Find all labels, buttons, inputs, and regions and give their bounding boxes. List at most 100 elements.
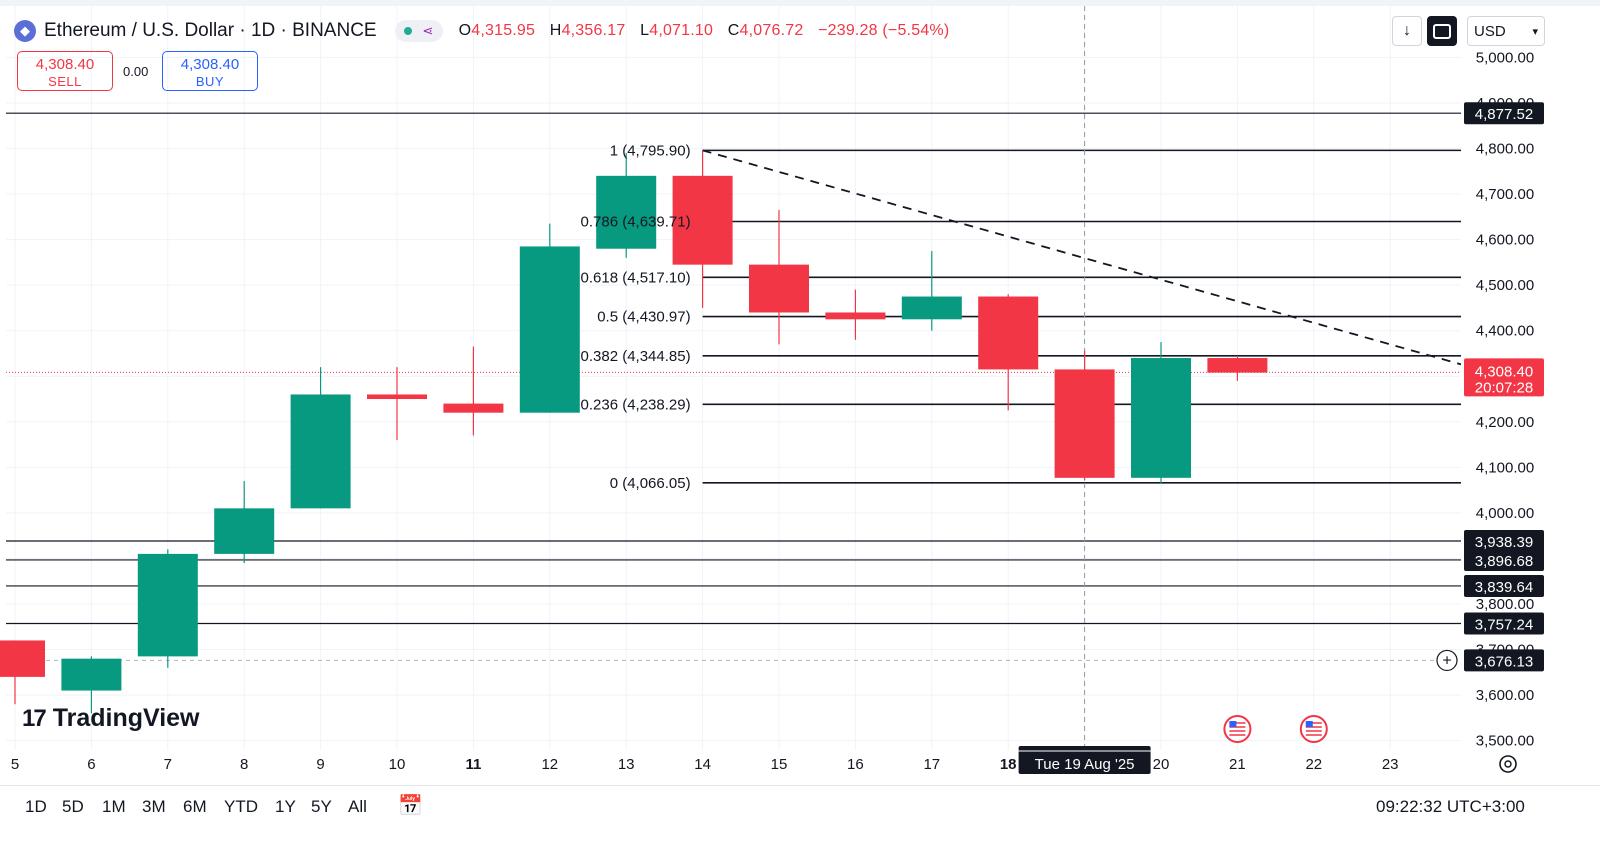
download-button[interactable]: ↓	[1392, 16, 1422, 46]
tradingview-logo: 17 TradingView	[22, 704, 200, 733]
crosshair-date-label: Tue 19 Aug '25	[1035, 756, 1135, 773]
period-5d[interactable]: 5D	[62, 797, 84, 816]
ohlc-high-key: H	[549, 22, 562, 39]
period-1m[interactable]: 1M	[102, 797, 126, 816]
ohlc-change: −239.28 (−5.54%)	[818, 22, 950, 39]
sell-label: SELL	[48, 74, 82, 89]
y-tick-label: 4,800.00	[1476, 141, 1534, 158]
period-1y[interactable]: 1Y	[275, 797, 296, 816]
price-tag-box	[1464, 612, 1544, 635]
y-tick-label: 5,000.00	[1476, 49, 1534, 66]
buy-button[interactable]: 4,308.40 BUY	[162, 51, 258, 91]
period-all[interactable]: All	[348, 797, 367, 816]
y-tick-label: 4,400.00	[1476, 323, 1534, 340]
candle-body	[519, 246, 580, 413]
tradingview-wordmark: TradingView	[52, 704, 200, 732]
ohlc-low-value: 4,071.10	[649, 22, 714, 39]
add-alert-plus: +	[1442, 652, 1451, 669]
fib-level-label: 0.236 (4,238.29)	[581, 396, 691, 413]
candle-body	[290, 394, 351, 509]
utc-clock[interactable]: 09:22:32 UTC+3:00	[1376, 797, 1525, 816]
ohlc-open-value: 4,315.95	[471, 22, 536, 39]
share-icon: ⋖	[422, 23, 434, 38]
x-tick-label: 14	[694, 756, 711, 773]
current-price-label: 4,308.40	[1475, 363, 1533, 380]
y-tick-label: 4,100.00	[1476, 459, 1534, 476]
price-tag-label: 3,839.64	[1475, 579, 1533, 596]
currency-value: USD	[1474, 22, 1506, 40]
y-tick-label: 4,500.00	[1476, 277, 1534, 294]
candle-body	[1207, 358, 1268, 373]
x-tick-label: 8	[240, 756, 248, 773]
symbol-header[interactable]: ◆ Ethereum / U.S. Dollar · 1D · BINANCE …	[14, 18, 959, 44]
x-tick-label: 12	[541, 756, 558, 773]
sell-price: 4,308.40	[35, 56, 95, 73]
candle-body	[367, 394, 427, 400]
buy-price: 4,308.40	[180, 56, 240, 73]
price-tag-box	[1464, 574, 1544, 597]
fullscreen-button[interactable]	[1427, 16, 1457, 46]
flag-canton	[1229, 721, 1237, 727]
fib-level-label: 0.618 (4,517.10)	[581, 269, 691, 286]
alert-price-box	[1464, 649, 1544, 672]
x-tick-label: 10	[389, 756, 406, 773]
x-tick-label: 7	[164, 756, 172, 773]
current-price-box	[1464, 358, 1544, 397]
x-tick-label: 17	[923, 756, 940, 773]
candle-body	[901, 296, 962, 320]
y-tick-label: 3,800.00	[1476, 596, 1534, 613]
fullscreen-icon	[1433, 23, 1451, 39]
x-tick-label: 5	[11, 756, 19, 773]
ohlc-close-key: C	[727, 22, 740, 39]
status-indicator[interactable]: ⋖	[394, 20, 443, 42]
ohlc-close-value: 4,076.72	[739, 22, 804, 39]
candle-body	[1054, 369, 1115, 478]
x-tick-label: 13	[618, 756, 635, 773]
candle-body	[0, 640, 45, 677]
x-tick-label: 20	[1153, 756, 1170, 773]
flag-canton	[1305, 721, 1313, 727]
alert-price-label: 3,676.13	[1475, 653, 1533, 670]
x-tick-label: 11	[465, 756, 481, 773]
calendar-range-icon[interactable]: 📅	[398, 795, 423, 817]
x-tick-label: 15	[771, 756, 788, 773]
bottom-toolbar: 1D 5D 1M 3M 6M YTD 1Y 5Y All 📅 09:22:32 …	[0, 785, 1600, 831]
symbol-title[interactable]: Ethereum / U.S. Dollar · 1D · BINANCE	[44, 20, 377, 41]
x-tick-label: 23	[1382, 756, 1399, 773]
fib-level-label: 0.382 (4,344.85)	[581, 348, 691, 365]
candle-body	[137, 553, 198, 657]
countdown-label: 20:07:28	[1475, 379, 1533, 396]
price-tag-label: 3,757.24	[1475, 616, 1533, 633]
y-tick-label: 4,200.00	[1476, 414, 1534, 431]
settings-icon-center	[1504, 760, 1512, 768]
ohlc-high-value: 4,356.17	[561, 22, 626, 39]
download-icon: ↓	[1403, 22, 1411, 39]
sell-button[interactable]: 4,308.40 SELL	[17, 51, 113, 91]
fib-level-label: 1 (4,795.90)	[610, 142, 691, 159]
ohlc-open-key: O	[458, 22, 472, 39]
candlestick-chart[interactable]: 5,000.004,900.004,800.004,700.004,600.00…	[0, 0, 1600, 785]
market-open-dot	[403, 27, 412, 35]
currency-select[interactable]: USD ▾	[1467, 16, 1545, 46]
period-1d[interactable]: 1D	[25, 797, 47, 816]
candle-body	[978, 296, 1039, 370]
us-flag-icon	[1299, 715, 1328, 743]
candle-body	[214, 508, 275, 554]
candle-body	[1131, 358, 1191, 478]
price-tag-box	[1464, 548, 1544, 571]
settings-icon	[1499, 755, 1517, 773]
y-tick-label: 4,000.00	[1476, 505, 1534, 522]
price-tag-label: 3,938.39	[1475, 534, 1533, 551]
period-ytd[interactable]: YTD	[224, 797, 258, 816]
candle-body	[596, 175, 657, 249]
price-tag-box	[1464, 102, 1544, 125]
period-5y[interactable]: 5Y	[311, 797, 332, 816]
trendline	[702, 149, 1462, 366]
y-tick-label: 4,700.00	[1476, 186, 1534, 203]
x-tick-label: 9	[316, 756, 324, 773]
y-tick-label: 3,500.00	[1476, 733, 1534, 750]
period-3m[interactable]: 3M	[142, 797, 166, 816]
period-6m[interactable]: 6M	[183, 797, 207, 816]
y-tick-label: 3,600.00	[1476, 687, 1534, 704]
candle-body	[61, 658, 122, 691]
